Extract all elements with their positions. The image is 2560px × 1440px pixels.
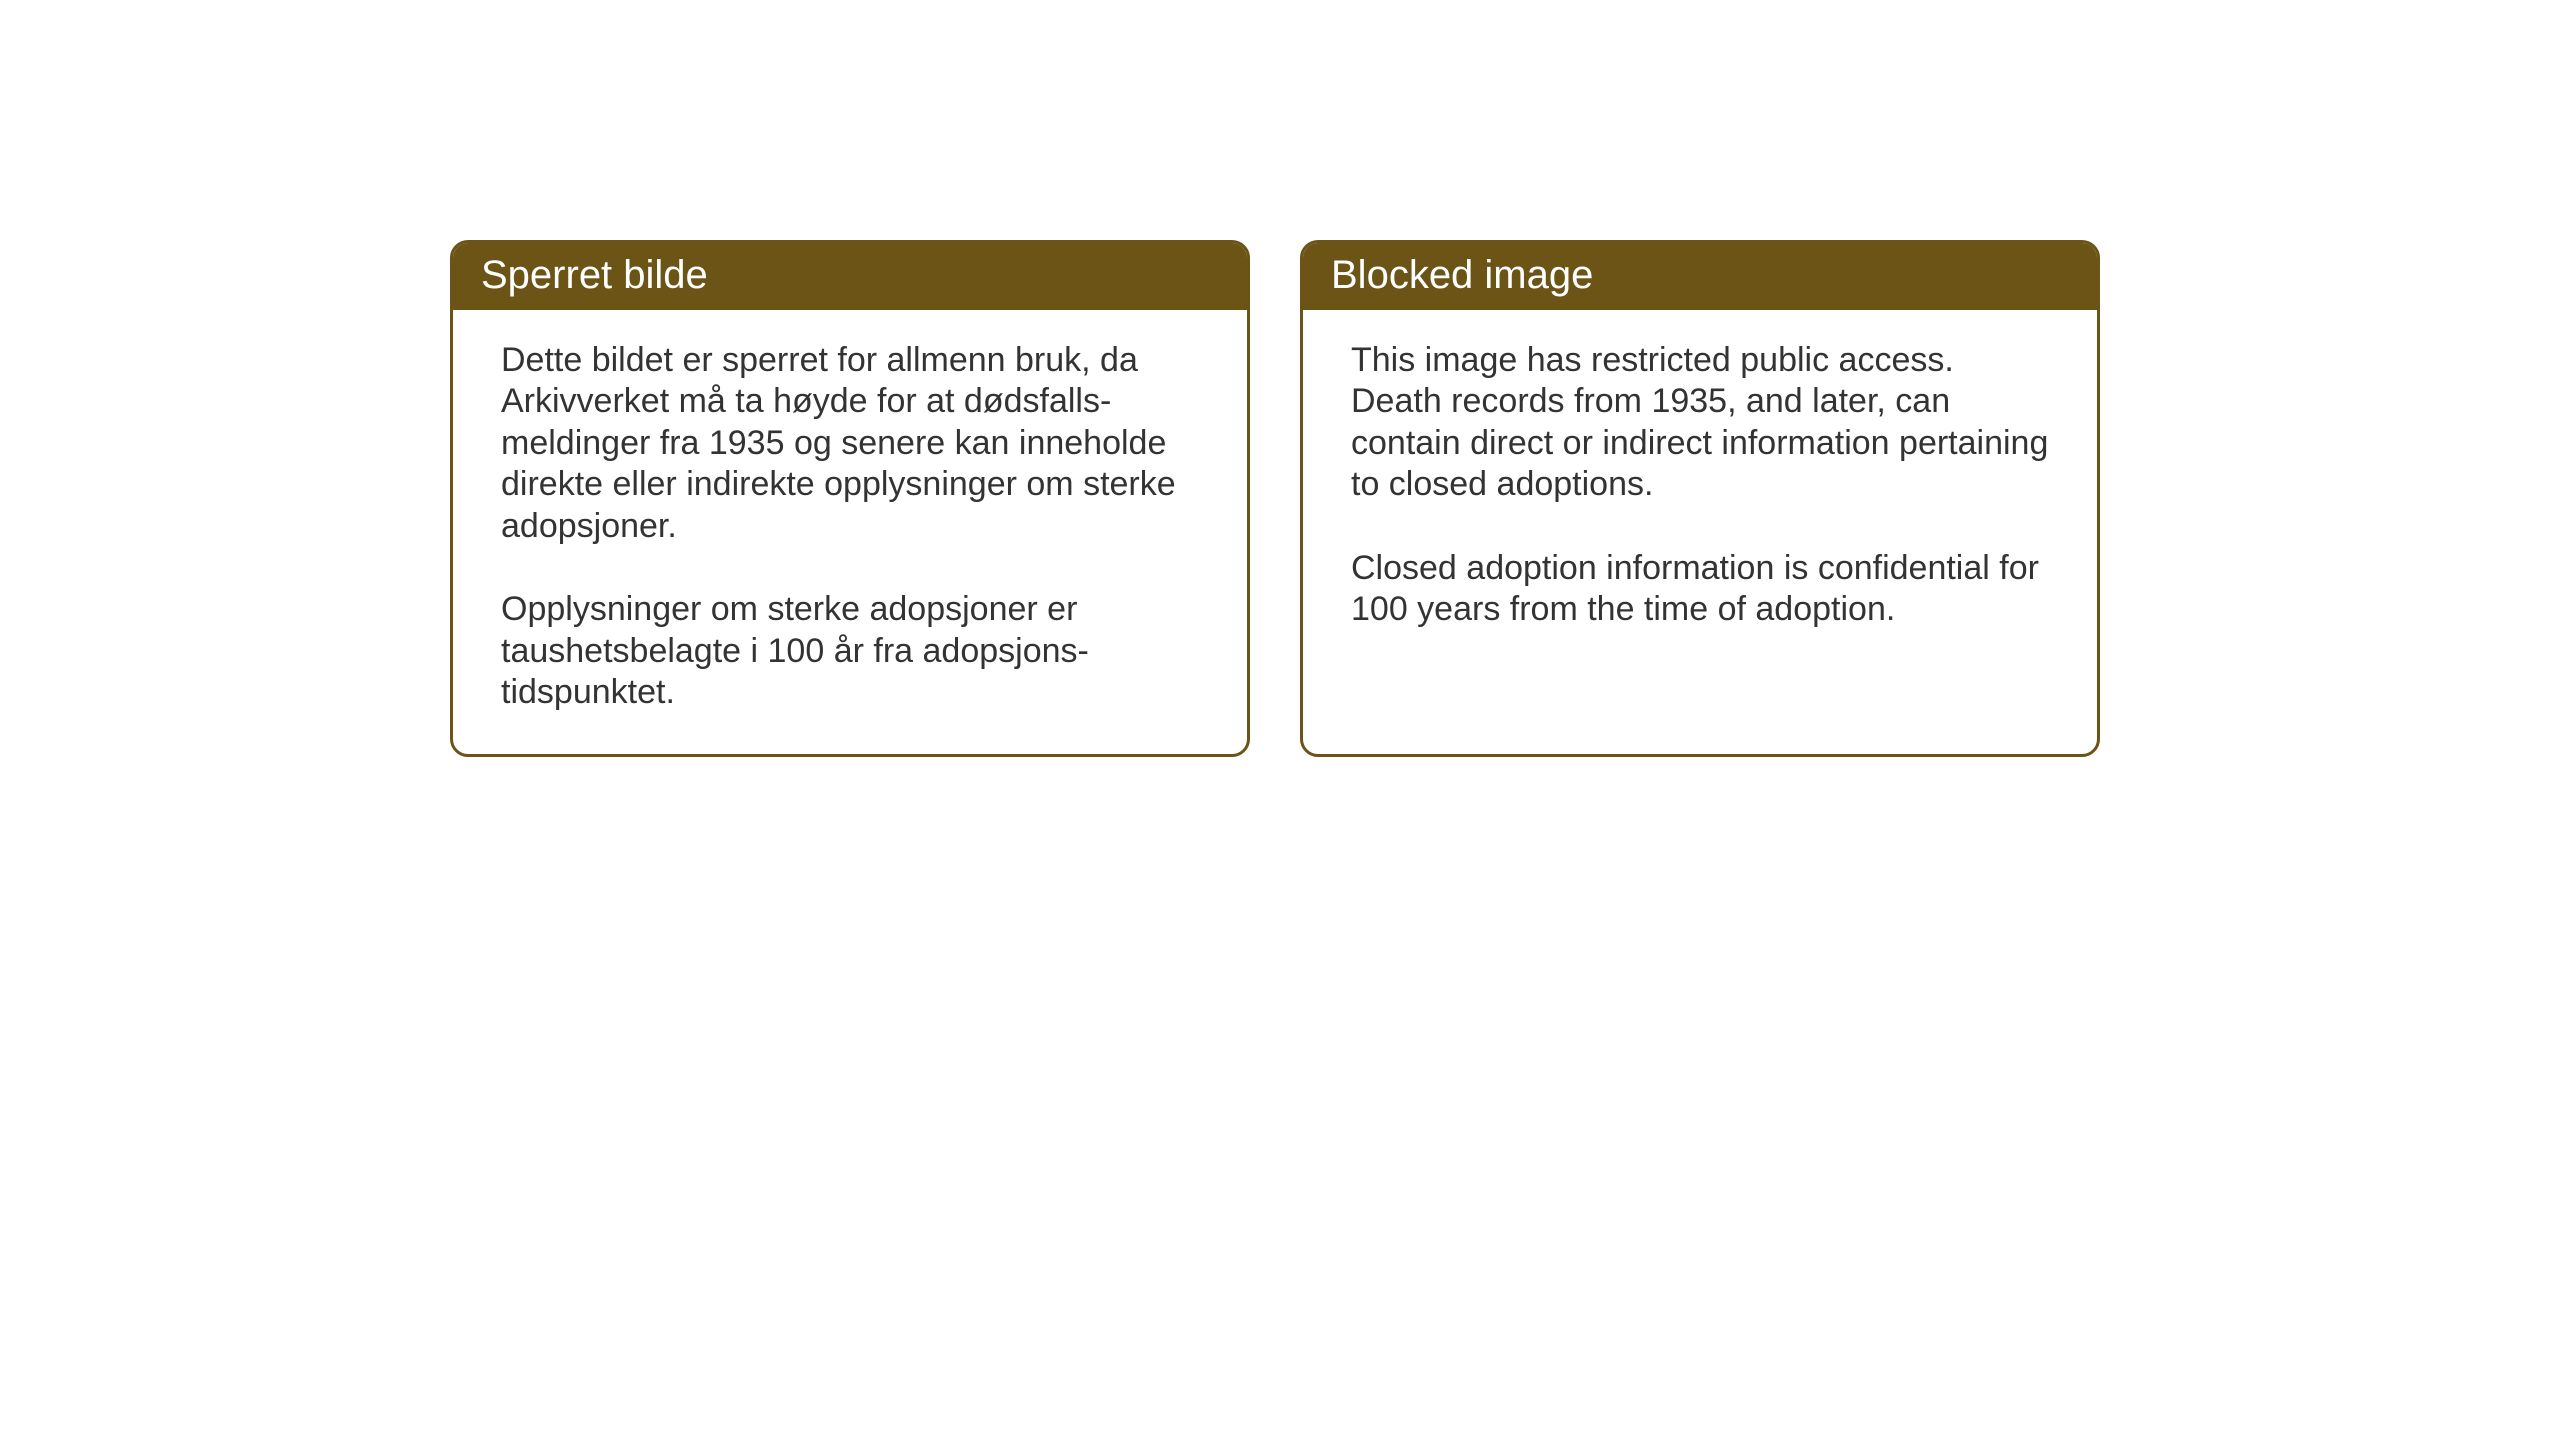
norwegian-paragraph-2: Opplysninger om sterke adopsjoner er tau… (501, 589, 1199, 713)
card-container: Sperret bilde Dette bildet er sperret fo… (450, 240, 2100, 757)
english-card-body: This image has restricted public access.… (1303, 310, 2097, 671)
norwegian-card-title: Sperret bilde (453, 243, 1247, 310)
norwegian-paragraph-1: Dette bildet er sperret for allmenn bruk… (501, 340, 1199, 547)
norwegian-card: Sperret bilde Dette bildet er sperret fo… (450, 240, 1250, 757)
english-paragraph-2: Closed adoption information is confident… (1351, 548, 2049, 631)
english-card-title: Blocked image (1303, 243, 2097, 310)
english-card: Blocked image This image has restricted … (1300, 240, 2100, 757)
english-paragraph-1: This image has restricted public access.… (1351, 340, 2049, 506)
norwegian-card-body: Dette bildet er sperret for allmenn bruk… (453, 310, 1247, 754)
